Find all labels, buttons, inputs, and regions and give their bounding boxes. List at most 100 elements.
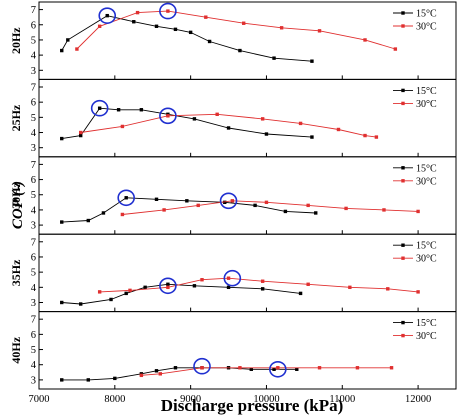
data-point bbox=[154, 197, 159, 201]
panel-label: 30Hz bbox=[9, 182, 23, 209]
panel-label: 25Hz bbox=[9, 104, 23, 131]
data-point bbox=[60, 378, 64, 382]
y-tick-label: 5 bbox=[31, 268, 36, 279]
data-point bbox=[124, 291, 128, 296]
y-tick-label: 5 bbox=[31, 190, 36, 201]
x-tick-label: 8000 bbox=[104, 394, 125, 405]
data-point bbox=[75, 47, 79, 51]
legend-label: 15°C bbox=[416, 241, 437, 252]
data-point bbox=[374, 135, 379, 139]
data-point bbox=[249, 367, 253, 371]
highlight-circle bbox=[269, 360, 287, 378]
data-point bbox=[166, 285, 170, 290]
data-point bbox=[79, 302, 83, 306]
legend-marker bbox=[401, 320, 405, 325]
panel-20Hz: 3 4 5 6 7 20Hz 15°C 30°C bbox=[9, 1, 457, 80]
data-point bbox=[162, 208, 166, 212]
data-point bbox=[336, 127, 341, 132]
data-point bbox=[139, 108, 144, 112]
highlight-circle bbox=[159, 277, 177, 295]
highlight-circle bbox=[193, 357, 211, 375]
panel-frame bbox=[38, 156, 457, 235]
data-point bbox=[128, 288, 132, 293]
data-point bbox=[215, 112, 219, 117]
panel-label: 20Hz bbox=[9, 27, 23, 54]
data-point bbox=[166, 9, 170, 13]
y-tick-label: 7 bbox=[31, 82, 36, 93]
data-point bbox=[226, 285, 231, 290]
legend-marker bbox=[401, 11, 405, 15]
data-point bbox=[253, 203, 257, 208]
legend-marker bbox=[401, 256, 405, 260]
y-tick-label: 7 bbox=[31, 315, 36, 326]
data-point bbox=[79, 130, 83, 135]
data-point bbox=[314, 211, 318, 215]
data-point bbox=[200, 366, 204, 370]
data-point bbox=[200, 278, 204, 282]
series-line-15°C bbox=[61, 197, 316, 223]
data-point bbox=[86, 218, 90, 223]
legend-label: 30°C bbox=[416, 254, 437, 265]
data-point bbox=[260, 287, 265, 291]
data-point bbox=[260, 117, 265, 121]
y-tick-label: 7 bbox=[31, 160, 36, 171]
data-point bbox=[132, 20, 136, 24]
panel-frame bbox=[38, 78, 457, 158]
data-point bbox=[139, 373, 144, 378]
data-point bbox=[260, 279, 265, 283]
legend-label: 30°C bbox=[416, 331, 437, 342]
series-line-15°C bbox=[61, 367, 297, 381]
panel-label: 40Hz bbox=[9, 336, 23, 363]
highlight-circle bbox=[159, 2, 177, 20]
x-tick-label: 10000 bbox=[253, 394, 279, 405]
y-tick-label: 5 bbox=[31, 345, 36, 356]
panel-30Hz: 3 4 5 6 7 30Hz 15°C 30°C bbox=[9, 156, 457, 235]
panel-label: 35Hz bbox=[9, 259, 23, 286]
data-point bbox=[355, 366, 360, 370]
y-tick-label: 7 bbox=[31, 237, 36, 248]
data-point bbox=[173, 366, 178, 370]
data-point bbox=[238, 48, 242, 53]
data-point bbox=[306, 203, 310, 208]
x-axis: 7000 8000 9000 10000 11000 12000 bbox=[29, 394, 432, 405]
data-point bbox=[223, 200, 227, 205]
data-point bbox=[344, 206, 348, 211]
x-tick-label: 7000 bbox=[29, 394, 50, 405]
legend-marker bbox=[401, 24, 405, 28]
legend-marker bbox=[401, 243, 405, 247]
y-tick-label: 4 bbox=[31, 360, 37, 371]
data-point bbox=[264, 132, 269, 136]
data-point bbox=[192, 117, 197, 121]
legend-marker bbox=[401, 166, 405, 170]
data-point bbox=[101, 211, 106, 215]
data-point bbox=[154, 369, 159, 373]
panel-frame bbox=[38, 311, 457, 390]
data-point bbox=[283, 209, 288, 214]
data-point bbox=[116, 108, 121, 112]
data-point bbox=[124, 196, 128, 200]
legend-label: 30°C bbox=[416, 22, 437, 33]
y-axis-label: COP (-) bbox=[10, 181, 26, 229]
data-point bbox=[105, 13, 109, 18]
data-point bbox=[242, 21, 246, 25]
data-point bbox=[79, 133, 83, 138]
series-line-30°C bbox=[80, 113, 377, 138]
panel-35Hz: 3 4 5 6 7 35Hz 15°C 30°C bbox=[9, 233, 457, 313]
y-tick-label: 6 bbox=[31, 175, 36, 186]
data-point bbox=[97, 290, 102, 294]
data-point bbox=[363, 38, 367, 42]
highlight-circle bbox=[219, 192, 238, 210]
data-point bbox=[97, 106, 102, 110]
legend-label: 15°C bbox=[416, 86, 437, 97]
data-point bbox=[158, 372, 163, 376]
data-point bbox=[238, 366, 242, 370]
data-point bbox=[306, 282, 310, 286]
legend-marker bbox=[401, 333, 405, 338]
y-tick-label: 5 bbox=[31, 113, 36, 124]
x-axis-label: Discharge pressure (kPa) bbox=[161, 396, 344, 415]
y-tick-label: 6 bbox=[31, 252, 36, 263]
legend-label: 30°C bbox=[416, 176, 437, 187]
data-point bbox=[310, 59, 314, 63]
data-point bbox=[279, 26, 284, 30]
data-point bbox=[317, 29, 322, 33]
